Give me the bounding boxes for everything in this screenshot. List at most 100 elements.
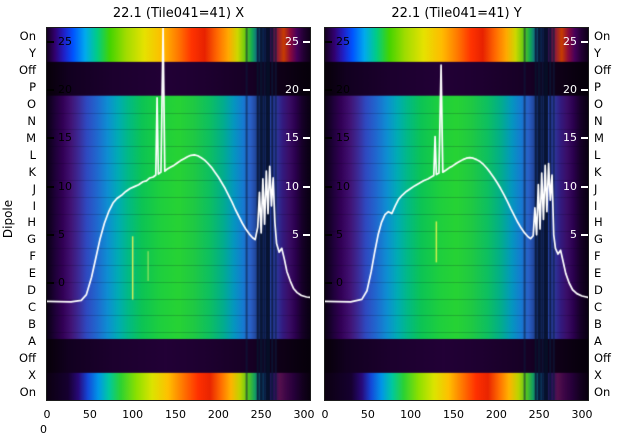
dipole-label: Y	[594, 46, 602, 61]
inner-tick-label: 5	[292, 227, 299, 241]
tick-mark	[325, 282, 332, 284]
inner-tick-label: 20	[285, 83, 299, 97]
inner-tick-right: 5	[292, 228, 310, 242]
inner-tick-label: 25	[285, 35, 299, 49]
inner-tick-right: 10	[563, 180, 588, 194]
inner-tick-label: 15	[336, 131, 350, 145]
inner-tick-label: 20	[563, 83, 577, 97]
dipole-label: D	[27, 283, 36, 298]
dipole-labels-left: On Y Off P O N M L K J I H G F E D C B A Off X On	[0, 28, 40, 400]
tick-mark	[47, 41, 54, 44]
dipole-label: X	[594, 367, 602, 382]
dipole-label: J	[32, 181, 36, 196]
dipole-label: M	[594, 130, 604, 145]
dipole-label: On	[19, 29, 36, 44]
dipole-label: A	[28, 333, 36, 348]
tick-mark	[581, 233, 588, 236]
dipole-label: Off	[594, 350, 611, 365]
tick-mark	[47, 233, 54, 236]
inner-tick-label: 10	[563, 179, 577, 193]
heatmap-canvas-y	[324, 27, 589, 401]
tick-mark	[47, 89, 54, 92]
dipole-label: K	[594, 164, 602, 179]
tick-mark	[303, 137, 310, 140]
dipole-label: C	[27, 300, 36, 314]
dipole-label: On	[594, 384, 611, 399]
dipole-label: E	[28, 266, 36, 281]
dipole-label: B	[28, 316, 36, 331]
dipole-label: G	[594, 232, 603, 247]
x-tick-label: 300	[293, 408, 315, 421]
dipole-label: X	[28, 367, 36, 382]
inner-tick-label: 25	[336, 35, 350, 49]
tick-mark	[325, 185, 332, 188]
inner-tick-right: 20	[285, 83, 310, 97]
dipole-label: F	[594, 249, 601, 264]
dipole-label: B	[594, 316, 602, 331]
plot-title-y: 22.1 (Tile041=41) Y	[391, 6, 522, 21]
dipole-label: I	[32, 198, 36, 213]
inner-tick-label: 25	[563, 35, 577, 49]
dipole-label: O	[26, 97, 36, 112]
dipole-label: Off	[19, 63, 36, 78]
inner-tick-label: 20	[336, 83, 350, 97]
dipole-labels-right: On Y Off P O N M L K J I H G F E D C B A Off X On	[592, 28, 632, 400]
inner-tick-left: 15	[325, 131, 350, 145]
x-tick-label: 300	[571, 408, 593, 421]
inner-tick-label: 15	[563, 131, 577, 145]
inner-tick-left: 0	[47, 276, 65, 290]
inner-tick-label: 10	[336, 179, 350, 193]
dipole-label: I	[594, 198, 598, 213]
inner-tick-right: 10	[285, 180, 310, 194]
dipole-label: H	[27, 215, 36, 230]
inner-tick-left: 10	[325, 180, 350, 194]
dipole-label: H	[594, 215, 603, 230]
tick-mark	[581, 185, 588, 188]
inner-tick-left: 10	[47, 180, 72, 194]
dipole-label: N	[594, 114, 603, 128]
inner-tick-label: 0	[336, 276, 343, 289]
x-tick-label: 150	[443, 408, 464, 421]
plot-y: 22.1 (Tile041=41) Y 25 20 15 10 5 0 25 20 15 10 5…	[322, 6, 593, 421]
corner-zero-label: 0	[40, 423, 47, 436]
x-tick-label: 100	[122, 408, 144, 421]
x-tick-label: 250	[528, 408, 550, 421]
inner-tick-label: 15	[285, 131, 299, 145]
tick-mark	[47, 185, 54, 188]
heatmap-canvas-x	[46, 27, 311, 401]
dipole-label: Off	[594, 63, 611, 78]
tick-mark	[581, 89, 588, 92]
inner-tick-label: 10	[58, 179, 72, 193]
inner-tick-label: 5	[58, 227, 65, 241]
dipole-label: J	[594, 181, 598, 196]
inner-tick-label: 15	[58, 131, 72, 145]
tick-mark	[303, 233, 310, 236]
inner-tick-right: 20	[563, 83, 588, 97]
inner-tick-right: 25	[285, 35, 310, 49]
plot-title-x: 22.1 (Tile041=41) X	[112, 6, 245, 21]
tick-mark	[325, 89, 332, 92]
dipole-label: L	[29, 147, 36, 162]
inner-tick-left: 20	[47, 83, 72, 97]
plot-x: 22.1 (Tile041=41) X 25 20 15 10 5 0 25 20 15 10 5…	[44, 6, 315, 421]
dipole-label: On	[19, 384, 36, 399]
inner-tick-right: 15	[563, 131, 588, 145]
dipole-label: G	[27, 232, 36, 247]
tick-mark	[581, 41, 588, 44]
dipole-label: P	[594, 80, 601, 95]
dipole-label: On	[594, 29, 611, 44]
x-tick-label: 0	[321, 408, 329, 421]
inner-tick-label: 10	[285, 179, 299, 193]
dipole-label: M	[26, 130, 36, 145]
x-tick-label: 200	[207, 408, 229, 421]
dipole-label: A	[594, 333, 602, 348]
inner-tick-label: 0	[58, 276, 65, 289]
x-tick-label: 0	[43, 408, 51, 421]
dipole-label: N	[27, 114, 36, 128]
x-tick-label: 250	[250, 408, 272, 421]
dipole-label: K	[28, 164, 36, 179]
dipole-label: E	[594, 266, 602, 281]
inner-tick-left: 25	[325, 35, 350, 49]
tick-mark	[47, 282, 54, 284]
